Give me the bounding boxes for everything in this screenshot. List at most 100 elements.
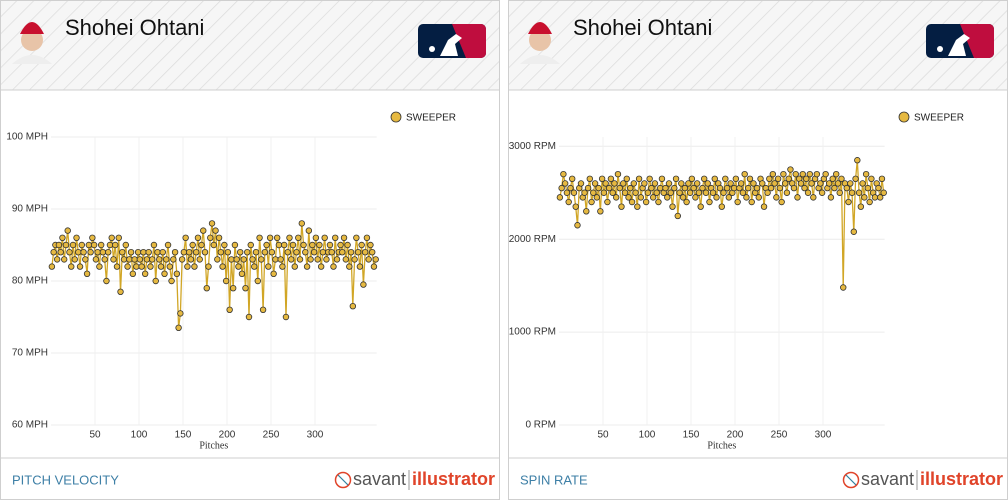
point — [286, 234, 293, 241]
point — [764, 189, 771, 196]
point — [233, 256, 240, 263]
point — [595, 184, 602, 192]
point — [878, 175, 886, 183]
legend-marker — [898, 111, 910, 123]
mlb-logo-red — [452, 24, 486, 58]
point — [755, 194, 762, 201]
point — [251, 263, 258, 270]
point — [136, 256, 144, 263]
point — [219, 263, 226, 270]
point — [229, 285, 237, 292]
point — [854, 157, 861, 164]
point — [862, 170, 870, 178]
point — [600, 189, 608, 196]
point — [178, 256, 186, 263]
point — [773, 194, 780, 201]
point — [110, 256, 117, 263]
x-tick-label: 250 — [263, 430, 280, 441]
point — [806, 170, 813, 178]
x-axis-title: Pitches — [199, 440, 228, 451]
point — [568, 175, 576, 183]
point — [803, 175, 810, 183]
point — [138, 263, 145, 270]
point — [556, 194, 564, 201]
point — [612, 194, 620, 201]
point — [785, 175, 792, 183]
point — [97, 241, 105, 249]
point — [877, 194, 884, 201]
point — [333, 256, 341, 263]
point — [627, 184, 634, 192]
point — [741, 170, 748, 178]
point — [185, 248, 193, 256]
point — [175, 324, 182, 331]
point — [238, 270, 246, 277]
point — [177, 310, 184, 317]
point — [187, 256, 195, 263]
point — [857, 203, 865, 210]
point — [245, 313, 253, 321]
point — [593, 194, 601, 201]
point — [709, 189, 717, 196]
point — [99, 248, 107, 256]
point — [356, 263, 364, 270]
point — [120, 256, 128, 263]
point — [226, 306, 233, 313]
brand-left: savant — [861, 469, 914, 489]
y-tick-label: 100 MPH — [6, 132, 48, 143]
point — [337, 241, 344, 249]
point — [642, 198, 650, 206]
player-photo-shirt — [12, 55, 52, 64]
point — [688, 175, 696, 183]
point — [847, 180, 854, 187]
x-tick-label: 300 — [815, 430, 832, 441]
mlb-logo-batter — [440, 34, 462, 56]
point — [614, 170, 622, 178]
point — [778, 198, 785, 206]
legend-label: SWEEPER — [914, 113, 964, 124]
point — [621, 189, 629, 196]
point — [625, 194, 632, 201]
point — [94, 248, 101, 256]
point — [734, 198, 741, 206]
point — [634, 203, 641, 210]
point — [103, 277, 110, 285]
point — [834, 180, 842, 187]
point — [224, 248, 232, 256]
point — [90, 241, 98, 249]
point — [760, 203, 768, 210]
point — [314, 256, 321, 263]
point — [312, 234, 320, 241]
point — [567, 184, 574, 192]
point — [266, 234, 274, 241]
point — [222, 277, 230, 285]
y-tick-label: 3000 RPM — [509, 141, 556, 152]
point — [597, 208, 604, 215]
point — [725, 194, 733, 201]
point — [171, 248, 179, 256]
point — [326, 241, 334, 249]
point — [196, 256, 203, 263]
point — [720, 189, 727, 196]
point — [676, 189, 683, 196]
point — [783, 189, 791, 196]
y-tick-label: 60 MPH — [12, 420, 48, 431]
point — [360, 281, 367, 288]
point — [637, 194, 645, 201]
point — [173, 270, 181, 277]
point — [577, 180, 585, 187]
point — [635, 175, 643, 183]
point — [565, 198, 572, 206]
point — [838, 175, 845, 183]
point — [156, 256, 163, 263]
point — [641, 180, 648, 187]
point — [340, 234, 348, 241]
point — [113, 263, 121, 270]
point — [590, 189, 597, 196]
point — [319, 248, 327, 256]
y-tick-label: 0 RPM — [525, 420, 556, 431]
point — [289, 241, 297, 249]
x-tick-label: 100 — [131, 430, 148, 441]
y-tick-label: 2000 RPM — [509, 234, 556, 245]
point — [692, 194, 699, 201]
